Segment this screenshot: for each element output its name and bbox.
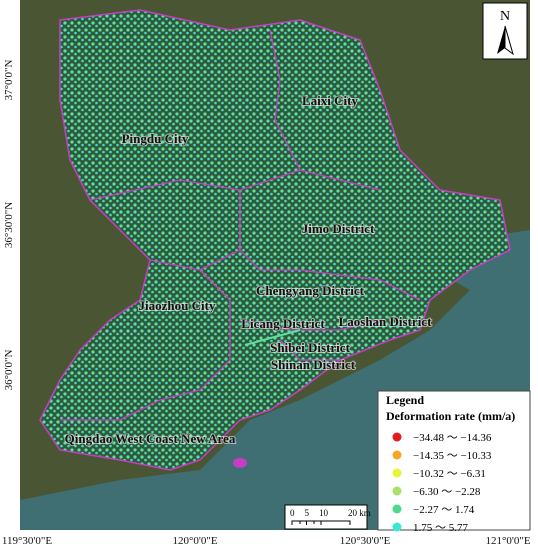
legend-label: 1.75 ～ 5.77	[413, 522, 468, 534]
district-label: Qingdao West Coast New Area	[65, 431, 236, 446]
legend-label: −6.30 ～ −2.28	[413, 486, 481, 498]
scale-label: 0	[290, 508, 295, 518]
district-label: Laixi City	[302, 93, 358, 108]
legend-subtitle: Deformation rate (mm/a)	[386, 409, 515, 423]
latitude-label: 36°30'0"N	[3, 202, 15, 248]
district-label: Pingdu City	[122, 131, 189, 146]
legend-swatch	[392, 522, 402, 532]
scale-label: 10	[319, 508, 329, 518]
legend-swatch	[392, 432, 402, 442]
longitude-label: 121°0'0"E	[485, 535, 530, 547]
latitude-label: 36°0'0"N	[3, 350, 15, 391]
latitude-label: 37°0'0"N	[3, 60, 15, 101]
legend-swatch	[392, 450, 402, 460]
legend: Legend Deformation rate (mm/a) −34.48 ～ …	[377, 390, 531, 534]
north-label: N	[500, 9, 510, 24]
longitude-label: 119°30'0"E	[2, 535, 52, 547]
axis-labels: 119°30'0"E 120°0'0"E 120°30'0"E 121°0'0"E 37…	[2, 60, 531, 547]
legend-title: Legend	[386, 393, 424, 407]
district-label: Laoshan District	[339, 314, 432, 329]
longitude-label: 120°0'0"E	[172, 535, 217, 547]
legend-label: −2.27 ～ 1.74	[413, 504, 475, 516]
legend-label: −34.48 ～ −14.36	[413, 432, 492, 444]
scale-label: 5	[305, 508, 310, 518]
legend-swatch	[392, 504, 402, 514]
legend-swatch	[392, 468, 402, 478]
district-label: Jiaozhou City	[139, 298, 216, 313]
district-label: Chengyang District	[256, 283, 365, 298]
district-label: Shinan District	[271, 357, 356, 372]
district-label: Shibei District	[270, 340, 350, 355]
district-labels: Pingdu City Laixi City Jimo District Jiaozh…	[64, 92, 433, 447]
legend-label: −14.35 ～ −10.33	[413, 450, 492, 462]
scale-bar: 0 5 10 20 km	[284, 504, 371, 530]
district-label: Jimo District	[302, 221, 375, 236]
legend-swatch	[392, 486, 402, 496]
north-arrow: N	[482, 2, 528, 60]
district-label: Licang District	[241, 316, 325, 331]
longitude-label: 120°30'0"E	[340, 535, 391, 547]
legend-label: −10.32 ～ −6.31	[413, 468, 486, 480]
scale-label: 20 km	[348, 508, 371, 518]
